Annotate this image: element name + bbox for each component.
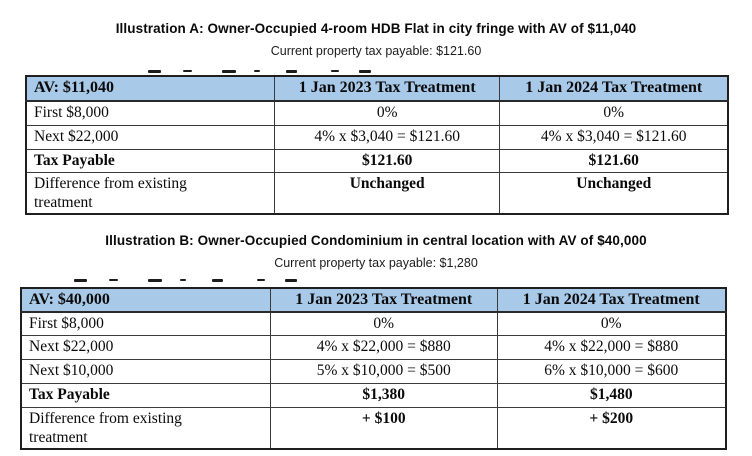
table-row: First $8,000 0% 0% bbox=[20, 311, 727, 336]
row-2024-cell: + $200 bbox=[496, 406, 727, 450]
row-2023-cell: 4% x $3,040 = $121.60 bbox=[273, 124, 501, 150]
row-2023-cell: $1,380 bbox=[269, 382, 498, 408]
illustration-a-subtitle: Current property tax payable: $121.60 bbox=[270, 44, 482, 58]
illustration-b-subtitle: Current property tax payable: $1,280 bbox=[274, 256, 478, 270]
row-2023-cell: 5% x $10,000 = $500 bbox=[269, 358, 498, 384]
row-2023-cell: 4% x $22,000 = $880 bbox=[269, 334, 498, 360]
row-2024-cell: 4% x $3,040 = $121.60 bbox=[499, 124, 729, 150]
illustration-b-table: AV: $40,000 1 Jan 2023 Tax Treatment 1 J… bbox=[20, 287, 727, 451]
row-label-cell: Tax Payable bbox=[25, 148, 275, 173]
table-row: First $8,000 0% 0% bbox=[25, 100, 729, 126]
row-2024-cell: Unchanged bbox=[499, 171, 729, 215]
table-row: Tax Payable $1,380 $1,480 bbox=[20, 382, 727, 408]
header-2024-cell: 1 Jan 2024 Tax Treatment bbox=[496, 287, 727, 313]
row-2024-cell: 4% x $22,000 = $880 bbox=[496, 334, 727, 360]
table-row: Next $10,000 5% x $10,000 = $500 6% x $1… bbox=[20, 358, 727, 384]
row-label-cell: Difference from existing treatment bbox=[25, 171, 275, 215]
table-header-row: AV: $40,000 1 Jan 2023 Tax Treatment 1 J… bbox=[20, 287, 727, 313]
row-label-cell: Difference from existing treatment bbox=[20, 406, 271, 450]
row-label-cell: Next $10,000 bbox=[20, 358, 271, 384]
clipped-text-fragments bbox=[148, 70, 448, 74]
clipped-text-fragments bbox=[74, 279, 354, 283]
illustration-b-title: Illustration B: Owner-Occupied Condomini… bbox=[105, 233, 647, 248]
table-row: Difference from existing treatment + $10… bbox=[20, 406, 727, 450]
row-label-cell: Tax Payable bbox=[20, 382, 271, 408]
row-label-cell: First $8,000 bbox=[20, 311, 271, 336]
illustration-a-table: AV: $11,040 1 Jan 2023 Tax Treatment 1 J… bbox=[25, 75, 729, 216]
row-2024-cell: $121.60 bbox=[499, 148, 729, 173]
row-label-text: Difference from existing treatment bbox=[29, 409, 182, 446]
header-2023-cell: 1 Jan 2023 Tax Treatment bbox=[269, 287, 498, 313]
header-2024-cell: 1 Jan 2024 Tax Treatment bbox=[499, 75, 729, 102]
row-2023-cell: + $100 bbox=[269, 406, 498, 450]
table-row: Next $22,000 4% x $3,040 = $121.60 4% x … bbox=[25, 124, 729, 150]
row-label-text: Difference from existing treatment bbox=[34, 174, 187, 211]
row-2024-cell: 0% bbox=[499, 100, 729, 126]
table-header-row: AV: $11,040 1 Jan 2023 Tax Treatment 1 J… bbox=[25, 75, 729, 102]
row-2024-cell: 0% bbox=[496, 311, 727, 336]
row-label-cell: Next $22,000 bbox=[20, 334, 271, 360]
row-2024-cell: 6% x $10,000 = $600 bbox=[496, 358, 727, 384]
row-label-cell: First $8,000 bbox=[25, 100, 275, 126]
row-2023-cell: 0% bbox=[273, 100, 501, 126]
row-2023-cell: Unchanged bbox=[273, 171, 501, 215]
header-av-cell: AV: $40,000 bbox=[20, 287, 271, 313]
table-row: Difference from existing treatment Uncha… bbox=[25, 171, 729, 215]
illustration-a-title: Illustration A: Owner-Occupied 4-room HD… bbox=[115, 21, 637, 36]
table-row: Tax Payable $121.60 $121.60 bbox=[25, 148, 729, 173]
row-2023-cell: $121.60 bbox=[273, 148, 501, 173]
header-2023-cell: 1 Jan 2023 Tax Treatment bbox=[273, 75, 501, 102]
row-label-cell: Next $22,000 bbox=[25, 124, 275, 150]
table-row: Next $22,000 4% x $22,000 = $880 4% x $2… bbox=[20, 334, 727, 360]
row-2023-cell: 0% bbox=[269, 311, 498, 336]
row-2024-cell: $1,480 bbox=[496, 382, 727, 408]
header-av-cell: AV: $11,040 bbox=[25, 75, 275, 102]
